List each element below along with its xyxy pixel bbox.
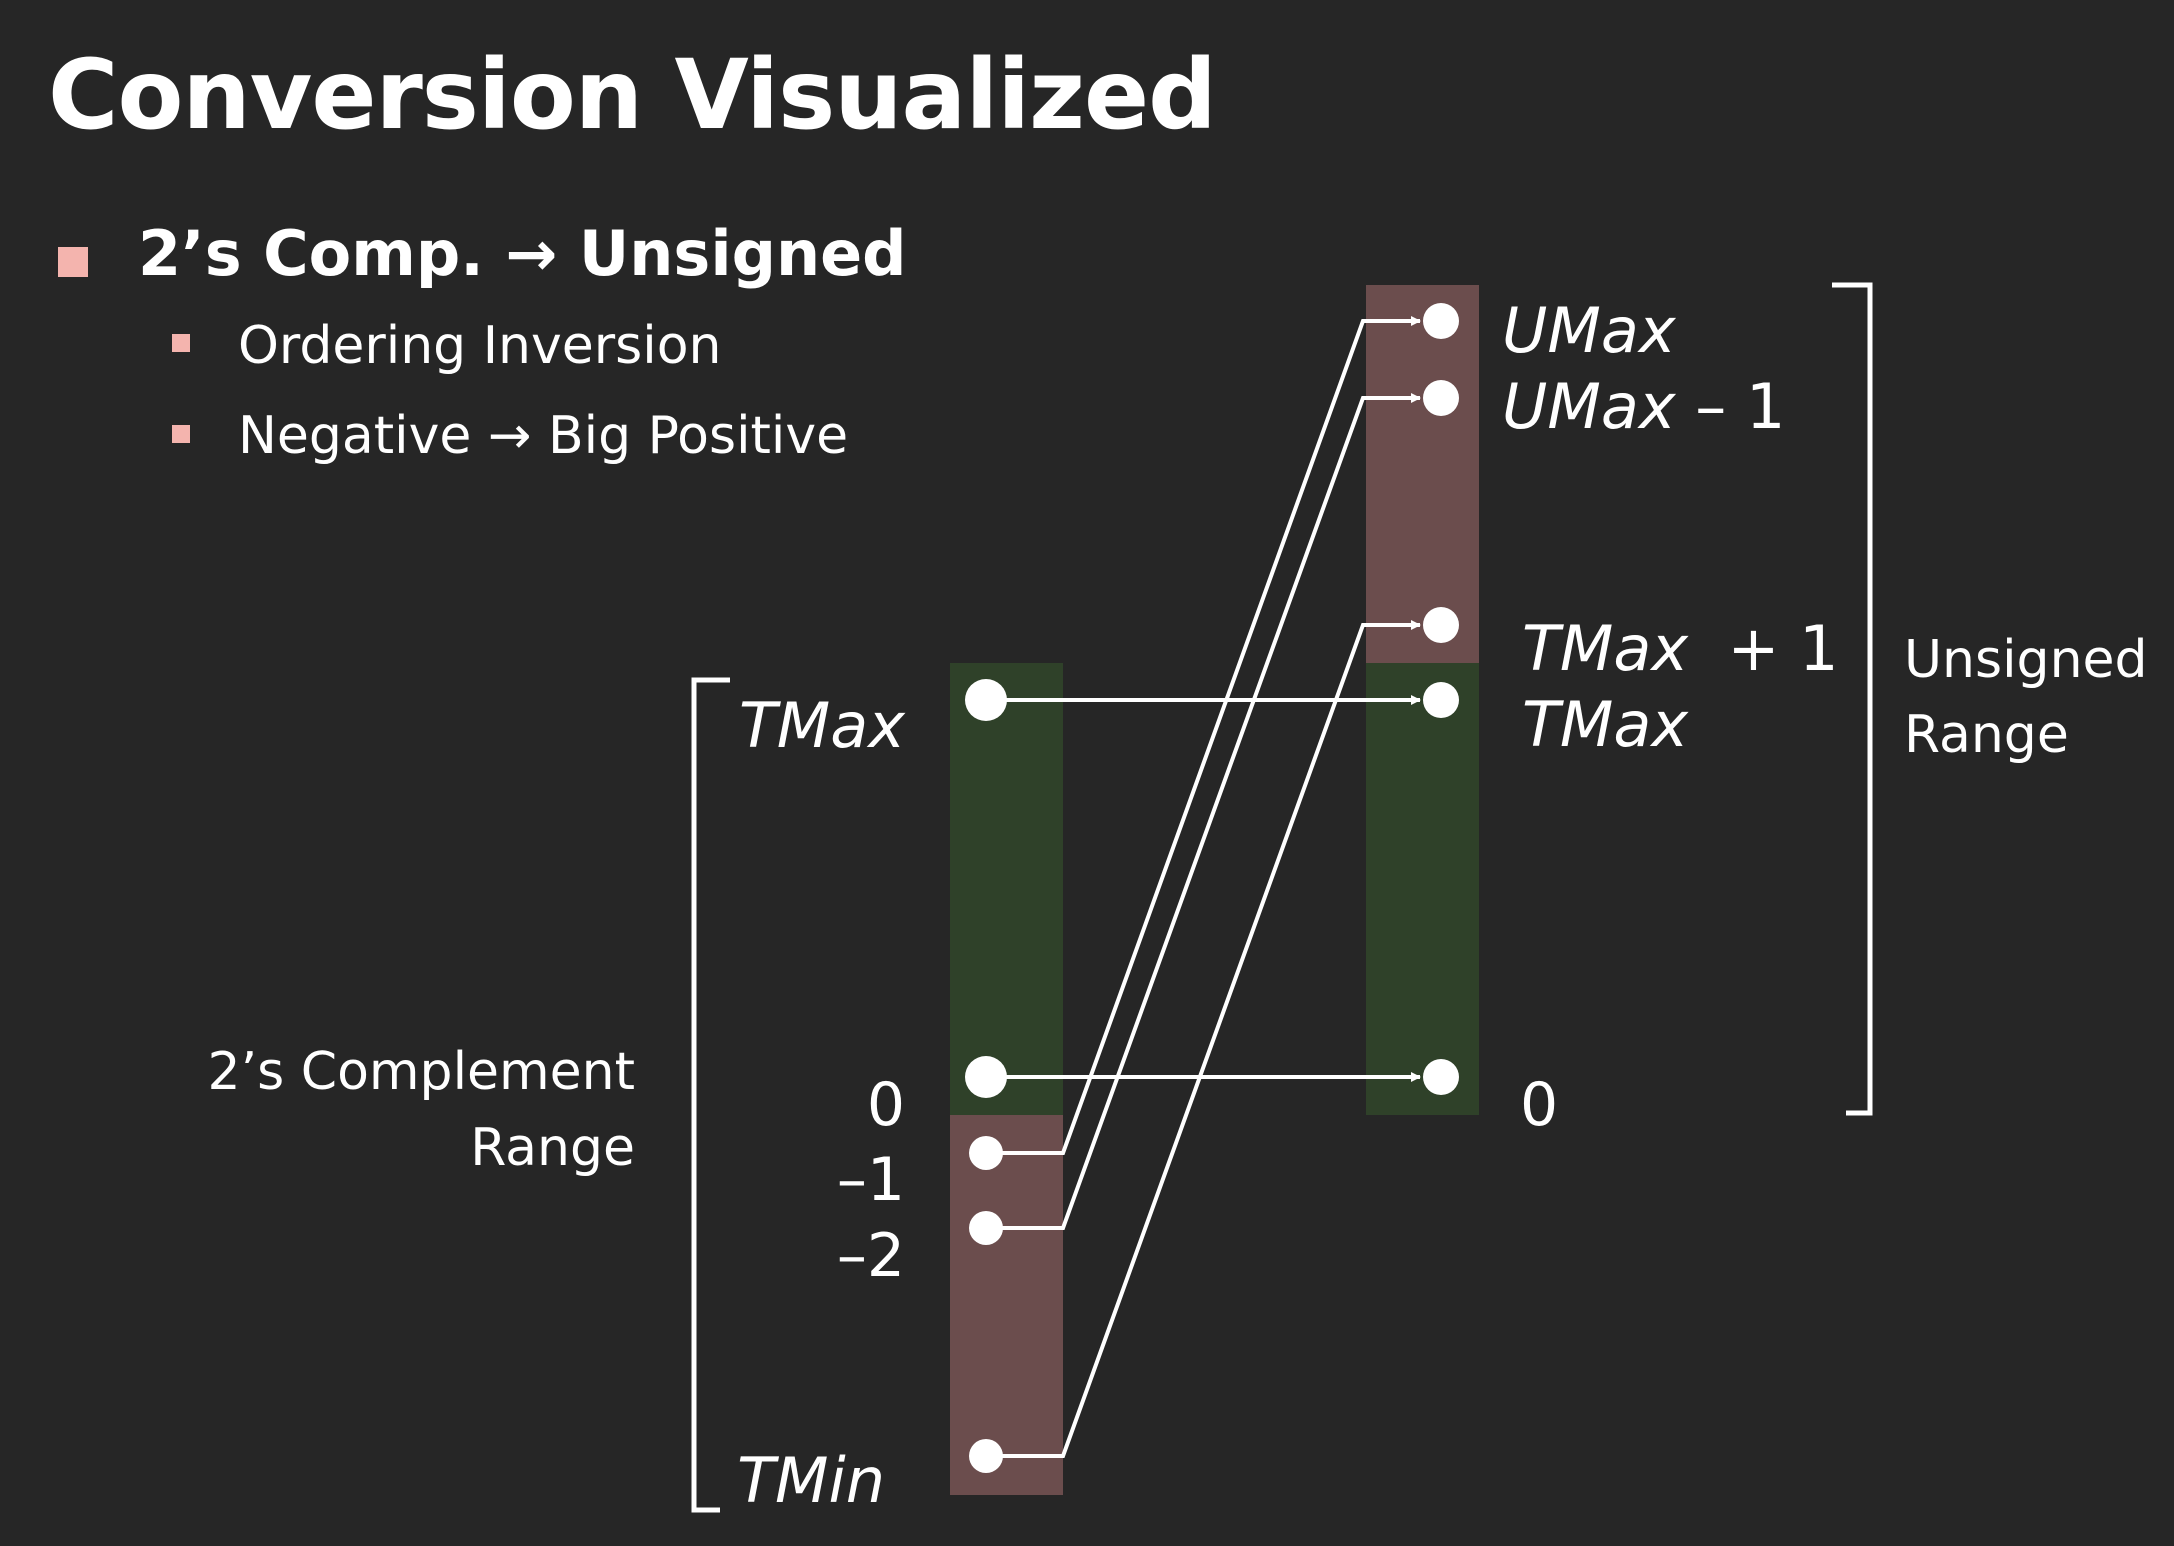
- left-nonnegative-region: [950, 663, 1063, 1115]
- label-right-tmax-plus1-suffix: + 1: [1688, 612, 1839, 685]
- label-right-tmax-plus1: TMax + 1: [1522, 612, 1839, 685]
- right-dot-umax-minus1: [1423, 380, 1459, 416]
- left-dot-minus1: [969, 1136, 1003, 1170]
- label-left-minus1: –1: [837, 1145, 905, 1215]
- right-dot-tmax-plus1: [1423, 607, 1459, 643]
- left-range-bracket: [691, 677, 730, 1513]
- label-right-tmax: TMax: [1522, 688, 1689, 761]
- right-range-bracket: [1832, 282, 1873, 1116]
- label-right-tmax-plus1-var: TMax: [1522, 612, 1689, 685]
- right-range-label-line1: Unsigned: [1904, 630, 2148, 690]
- left-range-label-line2: Range: [470, 1118, 635, 1178]
- right-upper-region: [1366, 285, 1479, 663]
- slide-title: Conversion Visualized: [48, 39, 1217, 151]
- right-range-label-line2: Range: [1904, 705, 2069, 765]
- right-dot-umax: [1423, 303, 1459, 339]
- label-right-umax-minus1-var: UMax: [1502, 370, 1677, 443]
- right-dot-zero: [1423, 1059, 1459, 1095]
- label-left-tmax: TMax: [739, 689, 906, 762]
- label-left-tmin: TMin: [737, 1444, 885, 1517]
- right-dot-tmax: [1423, 682, 1459, 718]
- label-right-zero: 0: [1520, 1070, 1558, 1140]
- left-dot-minus2: [969, 1211, 1003, 1245]
- left-dot-zero: [965, 1056, 1007, 1098]
- left-dot-tmax: [965, 679, 1007, 721]
- label-right-umax-minus1-suffix: – 1: [1676, 370, 1786, 443]
- label-left-minus2: –2: [837, 1221, 905, 1291]
- map-line-tmin: [986, 620, 1421, 1458]
- map-line-minus2: [986, 393, 1421, 1230]
- label-left-zero: 0: [867, 1070, 905, 1140]
- map-line-minus1: [986, 316, 1421, 1155]
- label-right-umax: UMax: [1502, 294, 1677, 367]
- label-right-umax-minus1: UMax – 1: [1502, 370, 1785, 443]
- left-negative-region: [950, 1115, 1063, 1495]
- right-lower-region: [1366, 663, 1479, 1115]
- left-dot-tmin: [969, 1439, 1003, 1473]
- left-range-label-line1: 2’s Complement: [208, 1042, 635, 1102]
